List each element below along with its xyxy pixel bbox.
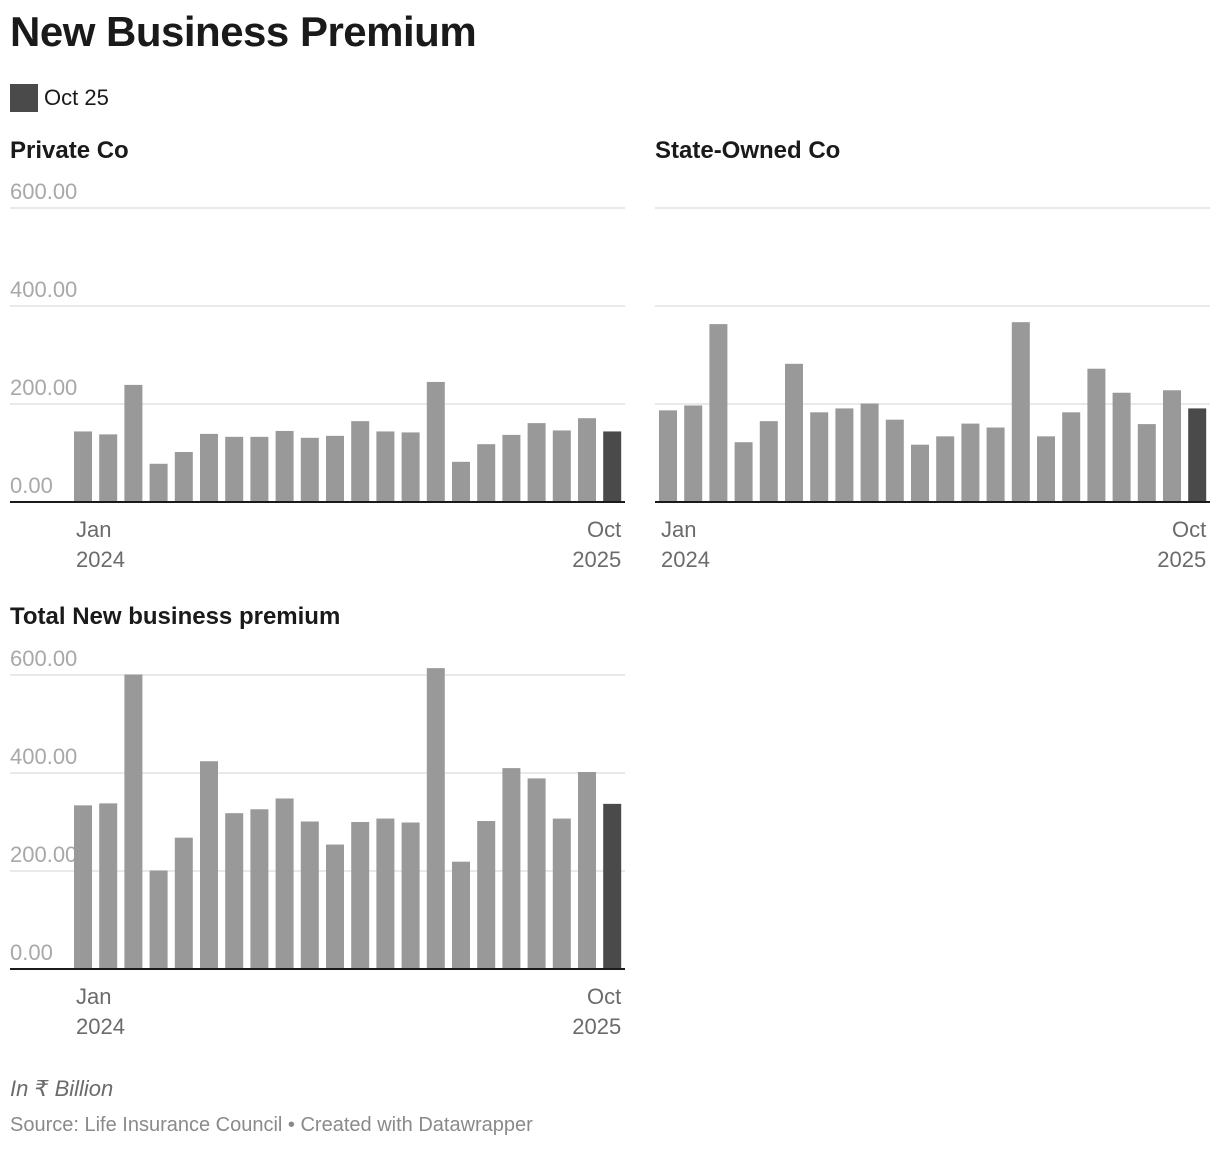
chart-state-owned: Jan 2024 Oct 2025 xyxy=(655,207,1210,572)
bar xyxy=(99,803,118,969)
y-tick-label: 200.00 xyxy=(10,842,77,867)
chart-title-state-owned: State-Owned Co xyxy=(655,137,841,164)
bar xyxy=(527,423,546,502)
bar xyxy=(326,844,344,969)
x-tick-label-start: 2024 xyxy=(76,1014,125,1039)
bar xyxy=(300,437,319,502)
bar xyxy=(376,431,395,502)
x-tick-label-start: 2024 xyxy=(76,547,125,572)
bar-highlight xyxy=(1188,408,1207,502)
x-tick-label-end: Oct xyxy=(1172,517,1206,542)
bar xyxy=(961,423,980,502)
bar xyxy=(99,434,118,502)
x-tick-label-end: 2025 xyxy=(572,1014,621,1039)
bar xyxy=(552,818,571,969)
bar xyxy=(986,427,1005,502)
bar xyxy=(124,384,143,502)
bar xyxy=(149,463,168,502)
bar xyxy=(200,433,218,502)
legend-label: Oct 25 xyxy=(44,85,109,110)
bar xyxy=(426,381,445,502)
chart-private: 600.00 400.00 200.00 0.00 Jan 2024 Oct 2025 xyxy=(10,179,625,572)
notes: In ₹ Billion xyxy=(10,1076,114,1101)
bar xyxy=(200,761,218,969)
bar xyxy=(734,442,753,502)
bar xyxy=(527,778,546,969)
bar xyxy=(1037,436,1055,502)
bar xyxy=(300,821,319,969)
bar xyxy=(149,870,168,969)
x-tick-label-start: 2024 xyxy=(661,547,710,572)
chart-total: 600.00 400.00 200.00 0.00 Jan 2024 Oct 2025 xyxy=(10,646,625,1039)
bar xyxy=(709,324,728,502)
legend-swatch xyxy=(10,84,38,112)
bar xyxy=(225,436,244,502)
bar xyxy=(1163,390,1181,502)
bar xyxy=(1011,322,1030,502)
bar xyxy=(326,435,344,502)
bar xyxy=(275,430,294,502)
bar xyxy=(401,822,420,969)
x-tick-label-end: 2025 xyxy=(572,547,621,572)
bar xyxy=(174,452,193,502)
bar xyxy=(351,421,370,502)
chart-title-private: Private Co xyxy=(10,137,129,164)
bar xyxy=(250,436,269,502)
bar xyxy=(502,434,521,502)
y-tick-label: 400.00 xyxy=(10,744,77,769)
bar xyxy=(1062,412,1081,502)
bar xyxy=(74,431,92,502)
bar xyxy=(659,410,677,502)
bar xyxy=(275,798,294,969)
y-tick-label: 0.00 xyxy=(10,940,53,965)
bar xyxy=(174,837,193,969)
bar xyxy=(452,461,470,502)
y-tick-label: 600.00 xyxy=(10,646,77,671)
bar xyxy=(124,674,143,969)
bar xyxy=(578,418,596,502)
y-tick-label: 200.00 xyxy=(10,375,77,400)
bar xyxy=(401,432,420,502)
source: Source: Life Insurance Council • Created… xyxy=(10,1114,533,1136)
bar xyxy=(552,430,571,502)
bar xyxy=(426,668,445,969)
bar xyxy=(452,861,470,969)
x-tick-label-end: Oct xyxy=(587,517,621,542)
legend: Oct 25 xyxy=(10,84,109,112)
bar xyxy=(684,405,703,502)
bar xyxy=(477,821,496,969)
bar xyxy=(1087,368,1106,502)
bar xyxy=(835,408,854,502)
x-tick-label-end: Oct xyxy=(587,984,621,1009)
page-title: New Business Premium xyxy=(10,8,477,55)
bar xyxy=(759,421,778,502)
bar xyxy=(74,805,92,969)
bar xyxy=(785,363,803,502)
x-tick-label-start: Jan xyxy=(661,517,696,542)
bar xyxy=(502,768,521,969)
x-tick-label-end: 2025 xyxy=(1157,547,1206,572)
bar xyxy=(860,403,879,502)
bar xyxy=(1112,392,1131,502)
bar xyxy=(810,412,829,502)
x-tick-label-start: Jan xyxy=(76,984,111,1009)
y-tick-label: 0.00 xyxy=(10,473,53,498)
bar xyxy=(376,818,395,969)
bar xyxy=(1137,424,1156,502)
bar xyxy=(351,822,370,969)
bar xyxy=(477,444,496,502)
chart-title-total: Total New business premium xyxy=(10,603,341,630)
bar-highlight xyxy=(603,803,622,969)
y-tick-label: 600.00 xyxy=(10,179,77,204)
bar xyxy=(225,813,244,969)
x-tick-label-start: Jan xyxy=(76,517,111,542)
bar xyxy=(250,809,269,969)
bar xyxy=(578,772,596,969)
bar xyxy=(885,419,904,502)
bar xyxy=(911,444,929,502)
bar xyxy=(936,436,955,502)
bar-highlight xyxy=(603,431,622,502)
y-tick-label: 400.00 xyxy=(10,277,77,302)
